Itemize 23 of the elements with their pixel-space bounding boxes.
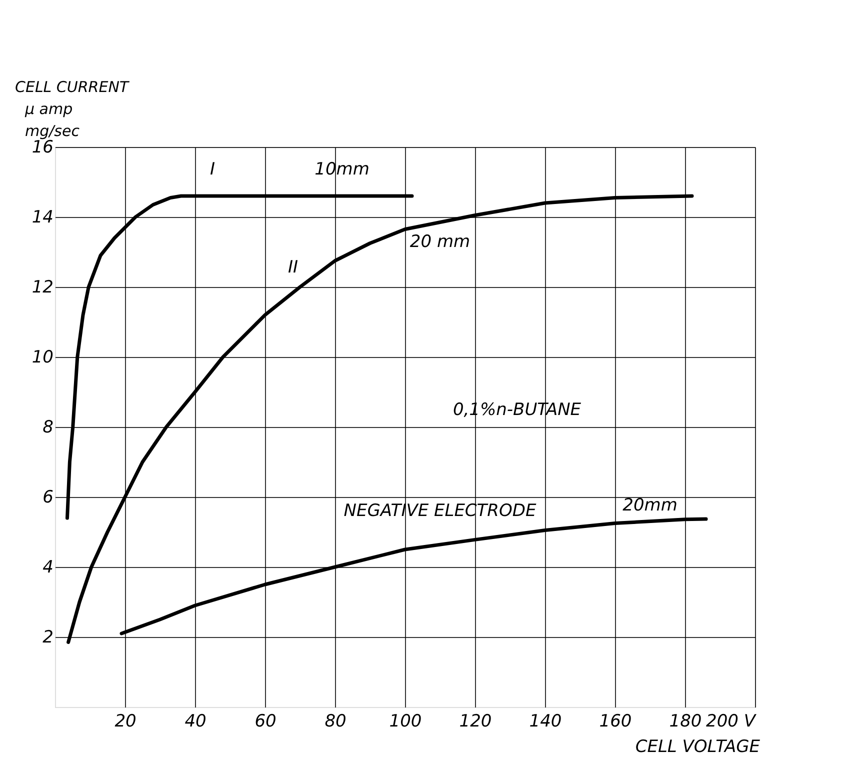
y-axis-title: CELL CURRENT μ amp mg/sec xyxy=(15,78,130,140)
x-tick-label: 60 xyxy=(254,712,276,732)
x-tick-label: 180 xyxy=(669,712,702,732)
x-tick-label: 40 xyxy=(184,712,206,732)
annotation: II xyxy=(288,257,298,278)
annotation: 20mm xyxy=(622,495,678,516)
x-tick-label: 20 xyxy=(114,712,136,732)
y-tick-label: 4 xyxy=(42,558,54,578)
x-tick-label: 160 xyxy=(599,712,632,732)
annotation: 20 mm xyxy=(410,232,470,252)
y-tick-label: 6 xyxy=(42,488,54,508)
x-tick-label: 120 xyxy=(459,712,492,732)
x-tick-label: 100 xyxy=(389,712,422,732)
x-tick-label: 140 xyxy=(529,712,562,732)
y-tick-label: 12 xyxy=(32,278,54,298)
y-tick-label: 2 xyxy=(42,628,54,648)
x-tick-label: 200 V xyxy=(706,712,757,732)
y-tick-label: 8 xyxy=(42,418,54,438)
y-tick-label: 14 xyxy=(32,208,54,228)
annotation: I xyxy=(210,159,216,180)
x-tick-label: 80 xyxy=(324,712,346,732)
y-tick-label: 10 xyxy=(32,348,54,368)
x-axis-title: CELL VOLTAGE xyxy=(635,737,760,757)
